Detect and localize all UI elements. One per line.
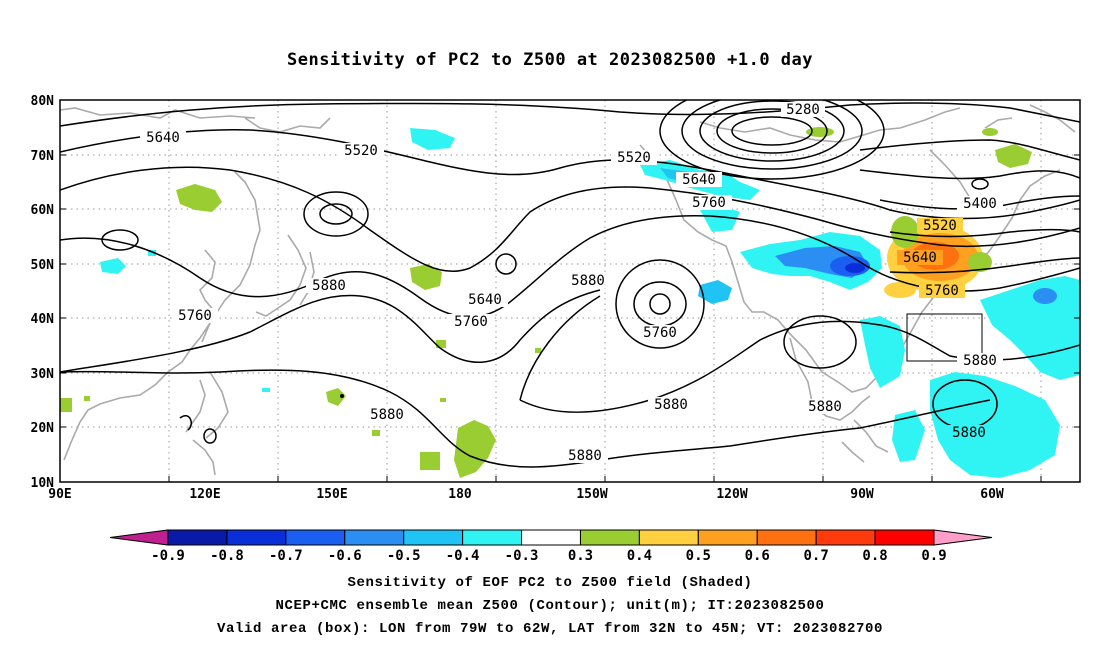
lon-label: 180: [448, 487, 472, 502]
contour-high-atlantic: [783, 315, 857, 369]
contour-label: 5280: [786, 102, 820, 118]
colorbar-label: 0.6: [745, 548, 770, 564]
contour-5880-west: [60, 289, 601, 373]
colorbar-label: -0.4: [446, 548, 480, 564]
colorbar: -0.9 -0.8 -0.7 -0.6 -0.5 -0.4 -0.3 0.3 0.4 0.5 0.6…: [109, 529, 993, 564]
contour-label: 5760: [925, 283, 959, 299]
colorbar-label: 0.5: [686, 548, 711, 564]
contour-label: 5880: [312, 278, 346, 294]
axis-ticks: [60, 154, 1080, 482]
colorbar-swatch: [521, 529, 581, 546]
colorbar-swatch: [226, 529, 287, 546]
colorbar-swatch: [344, 529, 405, 546]
map-frame: [59, 99, 1081, 483]
contour-5280-low-inner: [731, 116, 813, 146]
colorbar-label: -0.5: [387, 548, 421, 564]
contour-5280-outer: [60, 102, 1080, 127]
contour-5880-mid: [519, 295, 601, 401]
colorbar-label: 0.7: [804, 548, 829, 564]
z500-contours: [60, 100, 1080, 468]
contour-label: 5520: [923, 218, 957, 234]
contour-label: 5880: [571, 273, 605, 289]
colorbar-arrow-low: [109, 529, 169, 546]
contour-label: 5880: [370, 407, 404, 423]
colorbar-swatch: [756, 529, 817, 546]
contour-label: 5400: [963, 196, 997, 212]
colorbar-label: 0.9: [921, 548, 946, 564]
contour-5880-south: [60, 369, 991, 468]
contour-label: 5880: [952, 425, 986, 441]
caption-valid-area: Valid area (box): LON from 79W to 62W, L…: [216, 621, 884, 637]
contour-labels: 5280 5400 5520 5520 5520 5640 5640 5640 …: [140, 102, 1003, 464]
contour-label: 5880: [654, 397, 688, 413]
contour-label: 5880: [963, 353, 997, 369]
lon-label: 90W: [850, 487, 874, 502]
contour-label: 5640: [146, 130, 180, 146]
caption-contour: NCEP+CMC ensemble mean Z500 (Contour); u…: [275, 598, 825, 614]
contour-label: 5640: [682, 172, 716, 188]
contour-label: 5520: [617, 150, 651, 166]
contour-label: 5520: [344, 143, 378, 159]
colorbar-arrow-high: [933, 529, 993, 546]
lat-label: 70N: [31, 149, 55, 164]
lon-labels: 90E 120E 150E 180 150W 120W 90W 60W: [48, 487, 1004, 502]
map-title: Sensitivity of PC2 to Z500 at 2023082500…: [286, 50, 813, 70]
contour-low-pacific: [615, 259, 705, 349]
colorbar-label: -0.9: [151, 548, 185, 564]
lat-label: 60N: [31, 203, 55, 218]
contour-label: 5760: [178, 308, 212, 324]
contour-label: 5880: [568, 448, 602, 464]
contour-label: 5640: [468, 292, 502, 308]
colorbar-label: 0.3: [568, 548, 593, 564]
lon-label: 120W: [716, 487, 747, 502]
contour-5520: [60, 129, 1080, 220]
colorbar-swatch: [874, 529, 935, 546]
valid-area-box: [906, 313, 983, 362]
colorbar-swatch: [403, 529, 464, 546]
colorbar-swatch: [462, 529, 523, 546]
contour-low-kamchatka: [303, 191, 369, 237]
lat-label: 40N: [31, 312, 55, 327]
colorbar-label: -0.8: [210, 548, 244, 564]
lat-label: 20N: [31, 421, 55, 436]
contour-label: 5880: [808, 399, 842, 415]
colorbar-swatch: [579, 529, 640, 546]
colorbar-label: -0.7: [269, 548, 303, 564]
colorbar-label: -0.3: [505, 548, 539, 564]
contour-5760: [60, 214, 1080, 318]
lon-label: 120E: [189, 487, 220, 502]
lon-label: 150E: [316, 487, 347, 502]
lat-label: 10N: [31, 476, 55, 491]
colorbar-swatch: [697, 529, 758, 546]
lat-label: 80N: [31, 94, 55, 109]
colorbar-label: 0.4: [627, 548, 652, 564]
colorbar-swatch: [815, 529, 876, 546]
contour-label: 5760: [692, 195, 726, 211]
lat-label: 50N: [31, 258, 55, 273]
contour-label: 5640: [903, 250, 937, 266]
contour-5640: [60, 166, 1080, 273]
lon-label: 150W: [576, 487, 607, 502]
contour-label: 5760: [643, 325, 677, 341]
lon-label: 60W: [980, 487, 1004, 502]
lat-labels: 80N 70N 60N 50N 40N 30N 20N 10N: [31, 94, 55, 491]
colorbar-swatch: [167, 529, 228, 546]
colorbar-swatch: [285, 529, 346, 546]
sensitivity-shading: [60, 127, 1080, 478]
lon-label: 90E: [48, 487, 71, 502]
caption-shading: Sensitivity of EOF PC2 to Z500 field (Sh…: [347, 575, 753, 591]
colorbar-label: -0.6: [328, 548, 362, 564]
colorbar-label: 0.8: [862, 548, 887, 564]
colorbar-swatch: [638, 529, 699, 546]
lat-label: 30N: [31, 367, 55, 382]
contour-label: 5760: [454, 314, 488, 330]
